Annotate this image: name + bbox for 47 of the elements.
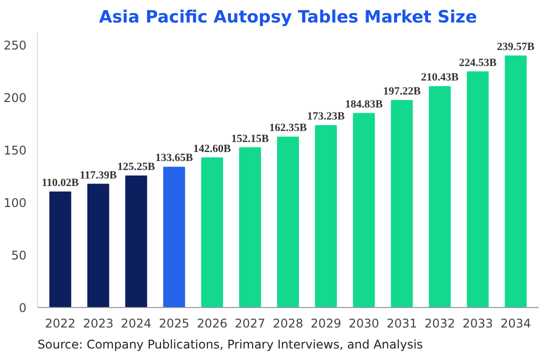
y-tick-label: 250 xyxy=(4,38,26,53)
data-label: 239.57B xyxy=(496,41,536,54)
bar xyxy=(352,113,375,308)
x-tick-label: 2029 xyxy=(310,316,342,330)
bar xyxy=(504,56,527,308)
bar xyxy=(390,100,413,308)
data-label: 210.43B xyxy=(421,72,460,84)
x-tick-label: 2028 xyxy=(272,316,304,330)
data-label: 162.35B xyxy=(269,122,308,134)
data-label: 184.83B xyxy=(345,98,384,110)
x-tick-label: 2032 xyxy=(424,316,456,330)
y-tick-label: 200 xyxy=(4,91,26,106)
data-label: 133.65B xyxy=(155,152,194,164)
y-tick-label: 0 xyxy=(18,301,27,315)
source-note: Source: Company Publications, Primary Interviews, and Analysis xyxy=(38,338,423,352)
bar xyxy=(239,147,261,308)
bar xyxy=(277,136,299,308)
data-label: 224.53B xyxy=(458,56,498,69)
data-label: 197.22B xyxy=(383,85,422,98)
x-tick-label: 2025 xyxy=(158,316,190,330)
data-label: 117.39B xyxy=(80,169,118,182)
data-label: 110.02B xyxy=(42,177,80,190)
data-label: 173.23B xyxy=(307,110,346,123)
bar xyxy=(315,125,337,308)
y-tick-label: 50 xyxy=(11,248,27,263)
bar xyxy=(428,86,451,308)
x-tick-label: 2033 xyxy=(462,316,494,330)
y-tick-label: 150 xyxy=(4,144,26,158)
x-tick-label: 2031 xyxy=(386,316,418,330)
bar xyxy=(163,166,186,308)
x-tick-label: 2026 xyxy=(196,316,228,330)
x-tick-label: 2022 xyxy=(45,316,76,330)
bar xyxy=(49,192,72,308)
bar xyxy=(125,176,148,308)
chart-title: Asia Pacific Autopsy Tables Market Size xyxy=(99,8,477,28)
x-tick-label: 2027 xyxy=(234,316,266,330)
bar xyxy=(466,71,489,308)
bar xyxy=(201,157,224,308)
x-tick-label: 2023 xyxy=(82,316,114,330)
data-label: 152.15B xyxy=(231,132,270,145)
x-tick-label: 2024 xyxy=(120,316,152,330)
data-label: 142.60B xyxy=(193,142,232,155)
data-label: 125.25B xyxy=(117,161,156,174)
x-tick-label: 2030 xyxy=(348,316,380,330)
y-tick-label: 100 xyxy=(4,196,26,210)
x-tick-label: 2034 xyxy=(500,316,532,330)
bar xyxy=(87,184,110,308)
